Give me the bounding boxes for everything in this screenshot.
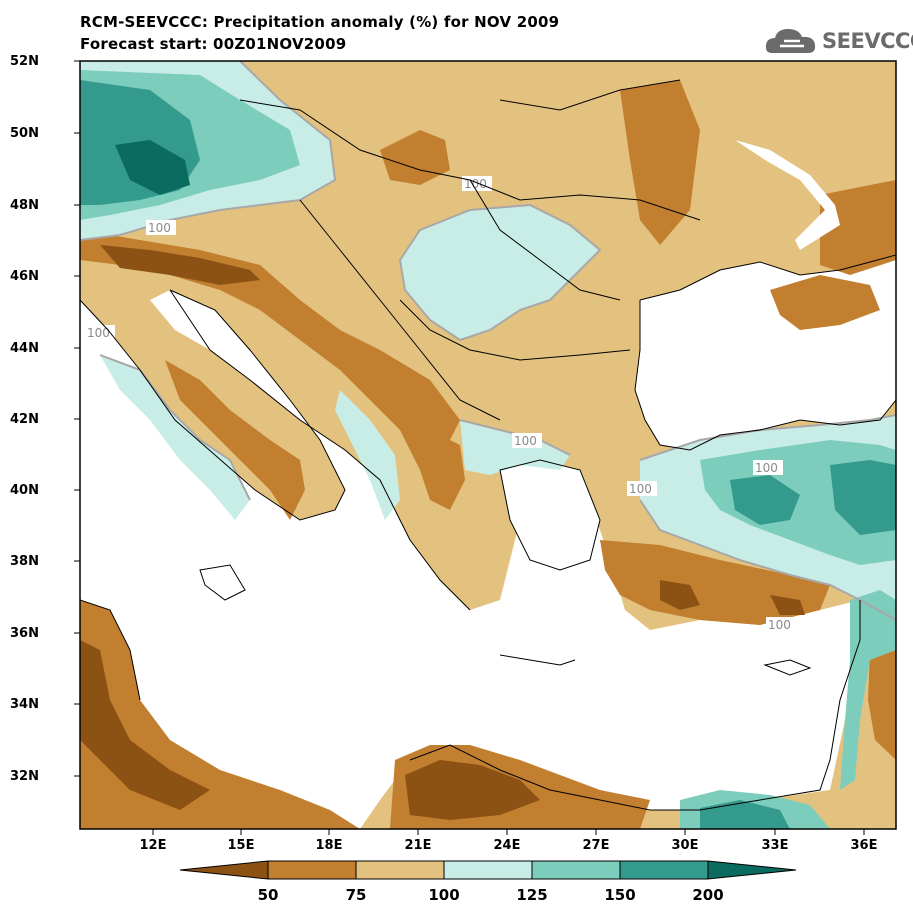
contour-label: 100 [629,482,652,496]
lon-label: 27E [582,838,610,853]
map-title: RCM-SEEVCCC: Precipitation anomaly (%) f… [80,13,560,31]
contour-label: 100 [148,221,171,235]
lat-label: 36N [10,626,39,641]
lon-label: 24E [493,838,521,853]
lat-label: 46N [10,269,39,284]
lat-label: 38N [10,554,39,569]
colorbar [179,860,797,880]
anomaly-100-125-italy-coast [100,355,250,520]
lat-label: 50N [10,126,39,141]
lat-label: 48N [10,198,39,213]
lat-label: 42N [10,412,39,427]
lat-label: 52N [10,54,39,69]
colorbar-label: 125 [516,886,548,904]
colorbar-swatch-75-100 [355,860,445,880]
forecast-start-subtitle: Forecast start: 00Z01NOV2009 [80,35,347,53]
coastlines-and-borders [80,79,896,811]
anomaly-below-50-libya [405,760,540,820]
anomaly-50-75-crimea [770,275,880,330]
lon-label: 36E [850,838,878,853]
colorbar-label: 75 [345,886,367,904]
map-frame [79,60,897,830]
aegean-north [500,460,600,570]
logo-text: SEEVCCC [822,29,913,53]
contour-lines-100 [80,61,896,621]
map-area: 100 100 100 100 100 100 [80,61,896,829]
cloud-icon [765,29,816,53]
lat-label: 44N [10,341,39,356]
anomaly-50-75-hungary [380,130,450,185]
colorbar-swatch-50-75 [267,860,357,880]
lat-label: 40N [10,483,39,498]
lon-label: 15E [227,838,255,853]
contour-label: 100 [755,461,778,475]
seevccc-logo: SEEVCCC [764,24,913,58]
anomaly-150-200-anatolia [730,460,896,535]
lat-label: 34N [10,697,39,712]
anomaly-125-150-levant [840,590,896,790]
lon-label: 12E [139,838,167,853]
colorbar-label: 50 [257,886,279,904]
axis-ticks [74,60,865,835]
no-data-streak [735,140,840,250]
colorbar-swatch-above-200 [707,860,797,880]
lon-label: 21E [404,838,432,853]
lon-label: 33E [761,838,789,853]
anomaly-150-200-egypt [700,800,790,829]
anomaly-50-75-levant [868,640,896,760]
anomaly-below-50-alps [100,245,260,285]
contour-label: 100 [768,618,791,632]
colorbar-swatch-100-125 [443,860,533,880]
anomaly-50-75-carpathians [620,80,700,245]
lat-label: 32N [10,769,39,784]
contour-labels: 100 100 100 100 100 100 [85,176,796,632]
anomaly-100-125-hungary-romania [400,205,600,340]
colorbar-label: 200 [692,886,724,904]
anomaly-below-50-anatolia [660,580,805,615]
anomaly-50-75-greece [420,430,465,510]
lon-label: 18E [315,838,343,853]
contour-label: 100 [514,434,537,448]
colorbar-label: 100 [428,886,460,904]
east-med-extension [640,610,860,810]
anomaly-50-75-italy [165,360,305,520]
contour-label: 100 [87,326,110,340]
anomaly-50-75-anatolia [600,540,830,625]
anomaly-below-50-tunisia [80,640,210,810]
lon-label: 30E [671,838,699,853]
anomaly-above-200-germany [115,140,190,195]
colorbar-swatch-125-150 [531,860,621,880]
anomaly-50-75-ukraine-east [820,180,896,275]
colorbar-label: 150 [604,886,636,904]
colorbar-swatch-150-200 [619,860,709,880]
colorbar-swatch-below-50 [179,860,269,880]
